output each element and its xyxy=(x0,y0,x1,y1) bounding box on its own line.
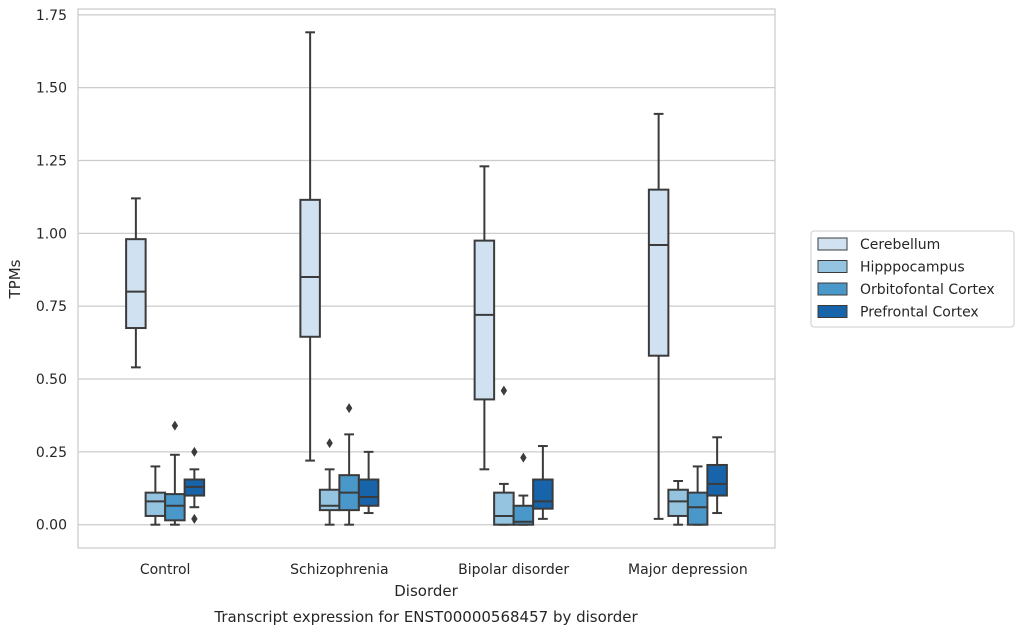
box xyxy=(532,445,554,520)
box-iqr xyxy=(706,463,728,497)
box-iqr xyxy=(532,478,554,510)
box xyxy=(473,165,496,471)
box xyxy=(125,197,147,369)
legend-swatch xyxy=(817,237,848,251)
y-tick-label: 0.75 xyxy=(36,299,67,315)
box-iqr xyxy=(473,239,496,401)
outlier-point xyxy=(326,438,333,449)
outlier-point xyxy=(171,420,179,431)
box-iqr xyxy=(647,188,670,357)
box xyxy=(647,112,670,520)
box-iqr xyxy=(125,238,147,330)
box-iqr xyxy=(493,491,515,526)
box-series xyxy=(125,31,728,526)
legend-item: Hipppocampus xyxy=(817,260,965,276)
box-iqr xyxy=(299,198,321,338)
x-tick-label: Major depression xyxy=(628,562,748,578)
box xyxy=(512,452,535,526)
legend-label: Prefrontal Cortex xyxy=(860,305,979,321)
box xyxy=(357,450,380,515)
box-iqr xyxy=(164,493,186,522)
series-hipppocampus xyxy=(144,385,689,526)
box-iqr xyxy=(144,491,167,517)
x-tick-label: Bipolar disorder xyxy=(458,562,569,578)
box-iqr xyxy=(686,491,709,526)
box xyxy=(318,438,341,526)
box-iqr xyxy=(512,504,535,526)
y-tick-label: 0.50 xyxy=(36,372,67,388)
box xyxy=(183,446,206,524)
legend-item: Orbitofontal Cortex xyxy=(817,282,995,298)
y-tick-label: 0.00 xyxy=(36,518,67,534)
box-iqr xyxy=(318,488,341,512)
y-tick-label: 1.75 xyxy=(36,8,67,24)
plot-frame xyxy=(77,8,776,549)
legend-swatch xyxy=(817,260,848,273)
legend-frame xyxy=(810,230,1015,328)
series-cerebellum xyxy=(125,31,670,520)
y-tick-label: 1.50 xyxy=(36,81,67,97)
box xyxy=(493,385,515,526)
x-tick-label: Control xyxy=(140,562,191,578)
box xyxy=(299,31,321,462)
legend-label: Orbitofontal Cortex xyxy=(860,282,995,298)
legend-swatch xyxy=(817,305,848,318)
series-prefrontal-cortex xyxy=(183,436,728,524)
x-tick-label: Schizophrenia xyxy=(290,562,388,578)
legend-item: Prefrontal Cortex xyxy=(817,305,979,321)
legend-label: Cerebellum xyxy=(860,237,940,253)
legend: Cerebellum Hipppocampus Orbitofontal Corte… xyxy=(810,230,1015,328)
outlier-point xyxy=(500,385,508,396)
outlier-point xyxy=(191,446,198,457)
y-tick-label: 1.00 xyxy=(36,226,67,242)
box xyxy=(164,420,186,526)
box xyxy=(686,465,709,526)
series-orbitofontal-cortex xyxy=(164,403,709,526)
box xyxy=(706,436,728,515)
figure-caption: Transcript expression for ENST0000056845… xyxy=(213,608,638,626)
box xyxy=(144,465,167,526)
box-iqr xyxy=(357,478,380,507)
outlier-point xyxy=(520,452,527,463)
legend-item: Cerebellum xyxy=(817,237,940,253)
y-axis-label: TPMs xyxy=(6,259,24,299)
box-iqr xyxy=(667,488,689,517)
box xyxy=(667,479,689,526)
y-axis-ticks: 0.00 0.25 0.50 0.75 1.00 1.25 1.50 1.75 xyxy=(36,8,67,534)
outlier-point xyxy=(345,403,353,414)
x-axis-label: Disorder xyxy=(394,582,458,600)
x-axis-ticks: Control Schizophrenia Bipolar disorder Majo… xyxy=(140,562,748,578)
legend-swatch xyxy=(817,282,848,296)
y-tick-label: 1.25 xyxy=(36,154,67,170)
outlier-point xyxy=(191,513,198,524)
y-tick-label: 0.25 xyxy=(36,445,67,461)
legend-label: Hipppocampus xyxy=(860,260,965,276)
box xyxy=(338,403,360,526)
